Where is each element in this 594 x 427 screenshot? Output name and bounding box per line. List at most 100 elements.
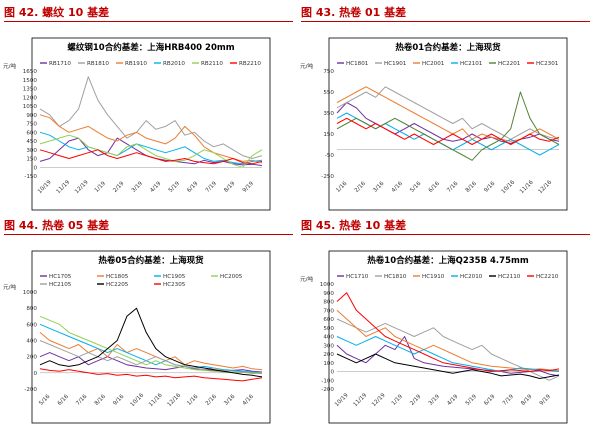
x-tick-label: 11/19 <box>353 392 369 408</box>
x-tick-label: 6/16 <box>57 393 70 406</box>
x-tick-label: 12/19 <box>371 392 387 408</box>
legend-label: HC2001 <box>422 61 445 67</box>
y-tick-label: 0 <box>330 370 334 376</box>
x-tick-label: 2/16 <box>205 393 218 406</box>
y-tick-label: -150 <box>24 174 37 180</box>
x-tick-label: 7/16 <box>446 180 459 193</box>
series-line <box>39 149 263 165</box>
series-line <box>336 86 560 142</box>
legend-label: RB1910 <box>125 61 147 67</box>
y-tick-label: 1200 <box>23 95 38 101</box>
y-tick-label: 900 <box>323 291 334 297</box>
y-tick-label: 750 <box>323 69 334 75</box>
y-tick-label: -100 <box>321 378 334 384</box>
legend-label: HC2110 <box>498 274 521 280</box>
legend-label: HC1801 <box>346 61 369 67</box>
y-tick-label: 200 <box>26 355 37 361</box>
x-tick-label: 10/19 <box>37 179 53 195</box>
x-tick-label: 9/19 <box>539 393 552 406</box>
legend-label: HC2205 <box>106 282 129 288</box>
y-tick-label: 800 <box>26 306 37 312</box>
x-tick-label: 9/16 <box>112 393 125 406</box>
x-tick-label: 10/19 <box>334 392 350 408</box>
x-tick-label: 9/16 <box>483 180 496 193</box>
series-line <box>336 102 560 144</box>
chart-svg: 热卷05合约基差：上海现货 HC1705 HC1805 HC1905 HC2005 HC2… <box>3 250 271 424</box>
series-line <box>39 332 263 371</box>
y-tick-label: 900 <box>26 113 37 119</box>
chart-svg: 热卷01合约基差：上海现货 HC1801 HC1901 HC2001 HC2101 HC2… <box>300 37 568 211</box>
series-line <box>39 134 263 168</box>
series-line <box>336 91 560 161</box>
series-line <box>39 307 263 378</box>
x-tick-label: 7/19 <box>205 180 218 193</box>
x-tick-label: 6/19 <box>483 393 496 406</box>
series-line <box>336 309 560 372</box>
legend-label: HC1810 <box>384 274 407 280</box>
chart-title: 螺纹钢10合约基差：上海HRB400 20mm <box>67 42 234 53</box>
y-tick-label: 1050 <box>23 104 38 110</box>
chart-frame <box>328 37 568 211</box>
legend-label: RB2110 <box>201 61 223 67</box>
y-tick-label: 600 <box>323 317 334 323</box>
series-line <box>39 76 263 159</box>
x-tick-label: 6/16 <box>428 180 441 193</box>
series-line <box>39 315 263 375</box>
figure-label: 图 43. 热卷 01 基差 <box>301 6 407 19</box>
series-line <box>39 131 263 165</box>
chart-svg: 热卷10合约基差：上海Q235B 4.75mm HC1710 HC1810 HC191… <box>300 250 568 424</box>
chart-frame <box>31 37 271 211</box>
legend-label: RB2210 <box>239 61 261 67</box>
chart-panel-3: 图 44. 热卷 05 基差 热卷05合约基差：上海现货 HC1705 HC1805… <box>0 213 297 426</box>
x-tick-label: 1/16 <box>186 393 199 406</box>
series-line <box>336 353 560 379</box>
legend-label: HC2101 <box>460 61 483 67</box>
figure-rule <box>4 234 293 235</box>
chart-frame <box>328 250 568 424</box>
legend-label: HC2201 <box>498 61 521 67</box>
x-tick-label: 4/16 <box>242 393 255 406</box>
x-tick-label: 7/16 <box>75 393 88 406</box>
legend-label: HC1901 <box>384 61 407 67</box>
y-tick-label: -200 <box>24 387 37 393</box>
x-tick-label: 12/16 <box>538 179 554 195</box>
y-axis-label: 元/吨 <box>3 62 16 70</box>
legend-label: HC2010 <box>460 274 483 280</box>
x-tick-label: 12/16 <box>167 392 183 408</box>
legend-label: HC2210 <box>536 274 559 280</box>
series-line <box>336 336 560 377</box>
legend-label: RB2010 <box>163 61 185 67</box>
x-tick-label: 4/19 <box>446 393 459 406</box>
legend-label: HC1910 <box>422 274 445 280</box>
x-tick-label: 2/16 <box>354 180 367 193</box>
x-tick-label: 10/16 <box>501 179 517 195</box>
series-line <box>336 112 560 156</box>
x-tick-label: 11/16 <box>519 179 535 195</box>
x-tick-label: 11/19 <box>56 179 72 195</box>
figure-label: 图 45. 热卷 10 基差 <box>301 219 407 232</box>
chart-title: 热卷01合约基差：上海现货 <box>395 42 501 53</box>
x-tick-label: 4/16 <box>391 180 404 193</box>
chart-panel-1: 图 42. 螺纹 10 基差 螺纹钢10合约基差：上海HRB400 20mm RB… <box>0 0 297 213</box>
x-tick-label: 6/19 <box>186 180 199 193</box>
x-tick-label: 4/19 <box>149 180 162 193</box>
legend-label: HC1710 <box>346 274 369 280</box>
legend-label: RB1810 <box>87 61 109 67</box>
figure-label: 图 44. 热卷 05 基差 <box>4 219 110 232</box>
legend-label: RB1710 <box>49 61 71 67</box>
figure-rule <box>301 21 590 22</box>
chart-frame <box>31 250 271 424</box>
x-tick-label: 5/16 <box>409 180 422 193</box>
x-tick-label: 5/19 <box>465 393 478 406</box>
y-tick-label: -50 <box>325 153 335 159</box>
y-tick-label: 300 <box>323 343 334 349</box>
x-tick-label: 3/16 <box>223 393 236 406</box>
y-tick-label: 400 <box>323 335 334 341</box>
figure-rule <box>301 234 590 235</box>
x-tick-label: 3/16 <box>372 180 385 193</box>
chart-svg: 螺纹钢10合约基差：上海HRB400 20mm RB1710 RB1810 RB191… <box>3 37 271 211</box>
y-tick-label: 1350 <box>23 87 38 93</box>
y-axis-label: 元/吨 <box>3 283 16 291</box>
series-line <box>336 336 560 372</box>
series-line <box>39 114 263 164</box>
